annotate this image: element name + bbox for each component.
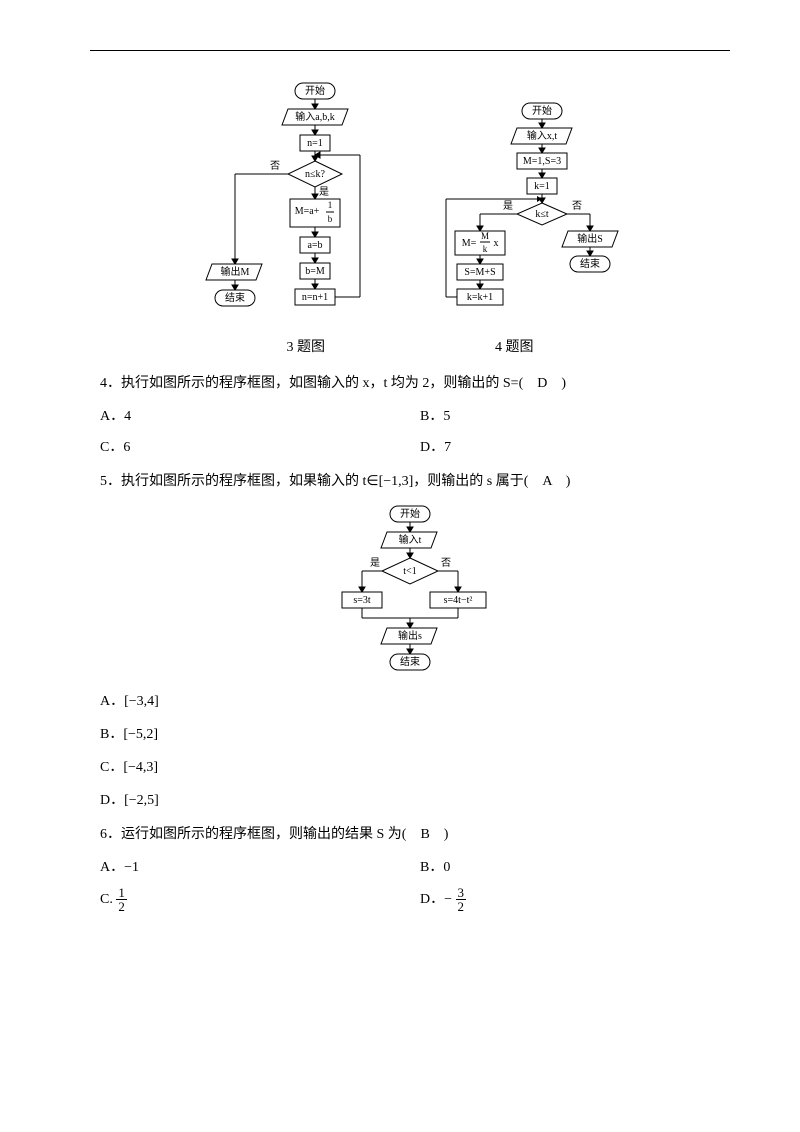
d4-mnum: M: [481, 231, 489, 241]
q4-optD: D．7: [400, 435, 720, 460]
d3-end: 结束: [225, 291, 245, 304]
q4-text: 4．执行如图所示的程序框图，如图输入的 x，t 均为 2，则输出的 S=( D …: [100, 371, 720, 396]
q6-optC-num: 1: [116, 886, 127, 900]
d3-mnum: 1: [328, 200, 333, 210]
d4-input: 输入x,t: [527, 129, 558, 142]
d3-out: 输出M: [221, 265, 250, 278]
caption-4: 4 题图: [495, 336, 534, 356]
q6-optA: A．−1: [100, 855, 400, 880]
d4-no: 否: [572, 200, 582, 212]
d3-start: 开始: [305, 84, 325, 97]
caption-row: 3 题图 4 题图: [100, 336, 720, 356]
q6-optD-num: 3: [456, 886, 467, 900]
d3-m: M=a+: [295, 206, 320, 217]
q6-optC-frac: 1 2: [116, 886, 127, 914]
d3-cond: n≤k?: [305, 169, 325, 180]
q5-optA: A．[−3,4]: [100, 689, 720, 714]
d5-end: 结束: [400, 655, 420, 668]
q6-optD-frac: 3 2: [456, 886, 467, 914]
d5-start: 开始: [400, 507, 420, 520]
q5-optB: B．[−5,2]: [100, 722, 720, 747]
q4-options-cd: C．6 D．7: [100, 435, 720, 460]
d5-left: s=3t: [353, 595, 371, 606]
d4-s: S=M+S: [464, 267, 495, 278]
q6-text: 6．运行如图所示的程序框图，则输出的结果 S 为( B ): [100, 822, 720, 847]
d4-mden: k: [483, 244, 488, 254]
d4-start: 开始: [532, 104, 552, 117]
q6-options-ab: A．−1 B．0: [100, 855, 720, 880]
caption-3: 3 题图: [287, 336, 326, 356]
q5-text: 5．执行如图所示的程序框图，如果输入的 t∈[−1,3]，则输出的 s 属于( …: [100, 469, 720, 494]
q4-optA: A．4: [100, 404, 400, 429]
flowchart-5: 开始 输入t t<1 是 否 s=3t: [330, 504, 490, 674]
flowchart-4: 开始 输入x,t M=1,S=3 k=1 k≤t 是: [440, 81, 620, 331]
q6-options-cd: C. 1 2 D．− 3 2: [100, 886, 720, 914]
flowchart-3: 开始 输入a,b,k n=1 n≤k? 否 是: [200, 81, 380, 331]
flowchart-row-3-4: 开始 输入a,b,k n=1 n≤k? 否 是: [100, 81, 720, 331]
q6-optD-pre: D．−: [420, 887, 452, 912]
q6-optD: D．− 3 2: [400, 886, 720, 914]
q5-optC: C．[−4,3]: [100, 755, 720, 780]
d5-out: 输出s: [398, 629, 422, 642]
d4-init: M=1,S=3: [523, 156, 561, 167]
d4-out: 输出S: [577, 232, 603, 245]
d4-end: 结束: [580, 257, 600, 270]
d5-yes: 是: [370, 557, 380, 569]
header-rule: [90, 50, 730, 51]
d5-input: 输入t: [399, 533, 422, 546]
d3-no: 否: [270, 160, 280, 172]
d5-right: s=4t−t²: [444, 595, 473, 606]
d5-no: 否: [441, 557, 451, 569]
d3-a: a=b: [307, 240, 322, 251]
q6-optC-den: 2: [116, 900, 127, 914]
d4-cond: k≤t: [535, 209, 548, 220]
d4-mright: x: [494, 238, 499, 249]
d3-yes: 是: [319, 186, 329, 198]
q6-optD-den: 2: [456, 900, 467, 914]
d3-mden: b: [328, 214, 333, 224]
q6-optB: B．0: [400, 855, 720, 880]
d4-yes: 是: [503, 200, 513, 212]
q4-options-ab: A．4 B．5: [100, 404, 720, 429]
q5-optD: D．[−2,5]: [100, 788, 720, 813]
q6-optC-pre: C.: [100, 887, 113, 912]
d4-mleft: M=: [462, 238, 477, 249]
d3-inc: n=n+1: [302, 292, 328, 303]
d5-cond: t<1: [403, 566, 416, 577]
d3-init: n=1: [307, 138, 323, 149]
q4-optB: B．5: [400, 404, 720, 429]
d4-k1: k=1: [534, 181, 550, 192]
d3-b: b=M: [305, 266, 325, 277]
q4-optC: C．6: [100, 435, 400, 460]
d4-inc: k=k+1: [467, 292, 493, 303]
d3-input: 输入a,b,k: [295, 110, 334, 123]
q6-optC: C. 1 2: [100, 886, 400, 914]
